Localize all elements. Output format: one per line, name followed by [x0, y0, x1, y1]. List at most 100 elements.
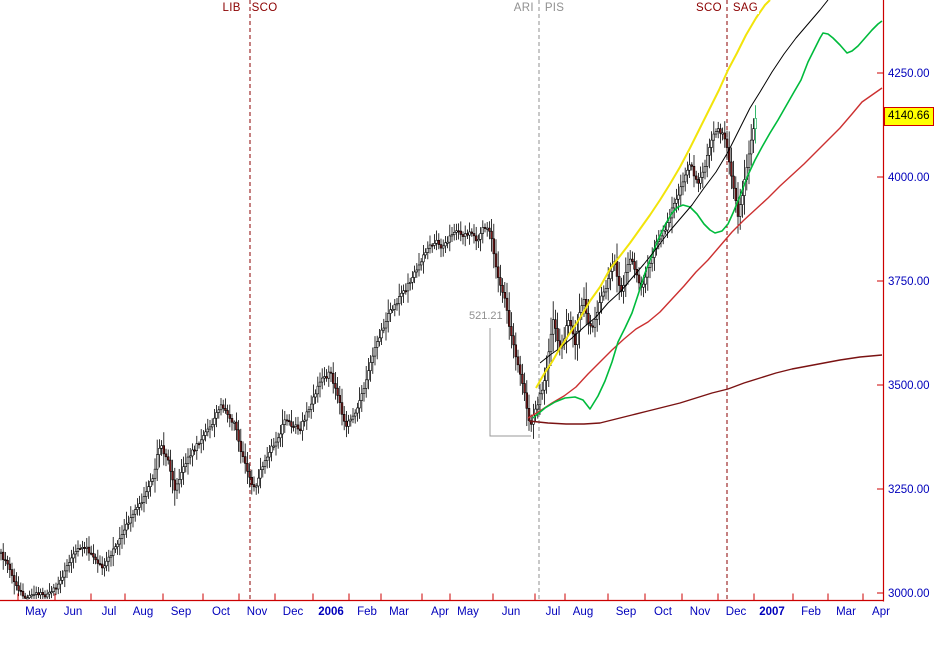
candle-body: [393, 304, 396, 310]
candle-body: [94, 556, 97, 561]
candle-body: [208, 426, 212, 430]
candle-body: [156, 454, 159, 470]
candle-body: [279, 433, 282, 439]
candle-body: [169, 459, 172, 472]
candle-body: [472, 233, 476, 237]
candle-body: [222, 404, 225, 409]
candle-body: [250, 476, 253, 485]
candle-body: [116, 543, 119, 548]
candle-body: [688, 164, 691, 171]
candle-body: [637, 274, 641, 284]
candle-body: [468, 231, 471, 236]
candle-body: [290, 421, 293, 427]
candle-body: [378, 337, 381, 342]
candle-body: [153, 468, 157, 479]
candle-body: [488, 227, 491, 232]
candle-body: [606, 278, 610, 289]
candle-body: [17, 585, 20, 591]
candle-body: [721, 132, 724, 135]
x-axis-label: Dec: [283, 606, 304, 618]
candle-body: [624, 272, 628, 286]
candle-body: [1, 551, 5, 560]
candle-body: [76, 548, 80, 552]
candle-body: [426, 247, 429, 253]
candle-body: [510, 326, 513, 337]
candle-body: [494, 253, 498, 268]
candle-body: [270, 445, 273, 453]
measurement-value-label: 521.21: [469, 310, 503, 322]
candle-body: [68, 562, 71, 567]
candle-body: [347, 420, 350, 427]
candle-body: [241, 451, 245, 457]
candle-body: [244, 456, 247, 464]
candle-body: [353, 412, 357, 417]
candle-body: [103, 565, 106, 569]
candle-body: [303, 419, 306, 422]
candle-body: [59, 579, 62, 585]
ma-line-black-ma: [539, 0, 829, 364]
y-axis-label: 3250.00: [888, 484, 930, 496]
candle-body: [184, 463, 187, 467]
x-axis-label: Sep: [171, 606, 191, 618]
candle-body: [127, 522, 130, 525]
candle-body: [134, 509, 137, 515]
candle-body: [281, 424, 284, 435]
candle-body: [710, 139, 713, 148]
candle-body: [81, 547, 84, 549]
candle-body: [180, 472, 183, 480]
candle-body: [298, 428, 302, 431]
ma-line-maroon-slow-ma: [528, 354, 883, 425]
candle-body: [604, 288, 608, 293]
candle-body: [10, 569, 14, 576]
candle-body: [114, 546, 117, 550]
candle-body: [540, 389, 544, 395]
candle-body: [549, 333, 553, 353]
candle-body: [477, 239, 480, 242]
candle-body: [501, 284, 504, 293]
x-axis-label: Mar: [836, 606, 856, 618]
candle-body: [338, 395, 341, 403]
candle-body: [285, 419, 289, 422]
candle-body: [705, 155, 709, 167]
candle-body: [28, 595, 31, 599]
candle-body: [727, 147, 731, 163]
candle-body: [331, 372, 335, 384]
candle-body: [384, 321, 388, 329]
candle-body: [516, 356, 520, 366]
candle-body: [63, 570, 67, 578]
zodiac-left-label: ARI: [512, 2, 535, 14]
candle-body: [151, 478, 154, 482]
candle-body: [191, 449, 194, 457]
candle-body: [13, 575, 16, 583]
candle-body: [681, 181, 685, 188]
x-axis-label: May: [457, 606, 479, 618]
candle-body: [633, 261, 636, 270]
zodiac-left-label: SCO: [694, 2, 723, 14]
candle-body: [362, 388, 366, 394]
candle-body: [356, 407, 359, 414]
candle-body: [204, 431, 207, 436]
candle-body: [305, 411, 308, 421]
x-axis-label: Nov: [690, 606, 711, 618]
candle-body: [364, 379, 368, 389]
y-axis-label: 4250.00: [888, 68, 930, 80]
candle-body: [455, 230, 458, 233]
candle-body: [543, 380, 546, 391]
x-axis-label: Sep: [616, 606, 636, 618]
candle-body: [600, 295, 603, 303]
candle-body: [505, 297, 509, 311]
zodiac-label-sco-sag: SCO SAG: [694, 2, 760, 14]
candle-body: [441, 245, 445, 249]
candle-body: [72, 553, 75, 559]
candle-body: [206, 428, 209, 433]
candle-body: [521, 373, 524, 384]
candle-body: [32, 594, 36, 596]
x-axis-label: Jul: [102, 606, 117, 618]
candle-body: [507, 310, 511, 327]
candle-body: [283, 419, 286, 425]
candle-body: [395, 303, 399, 306]
ma-line-red-ma: [527, 87, 883, 419]
candle-body: [536, 404, 540, 410]
